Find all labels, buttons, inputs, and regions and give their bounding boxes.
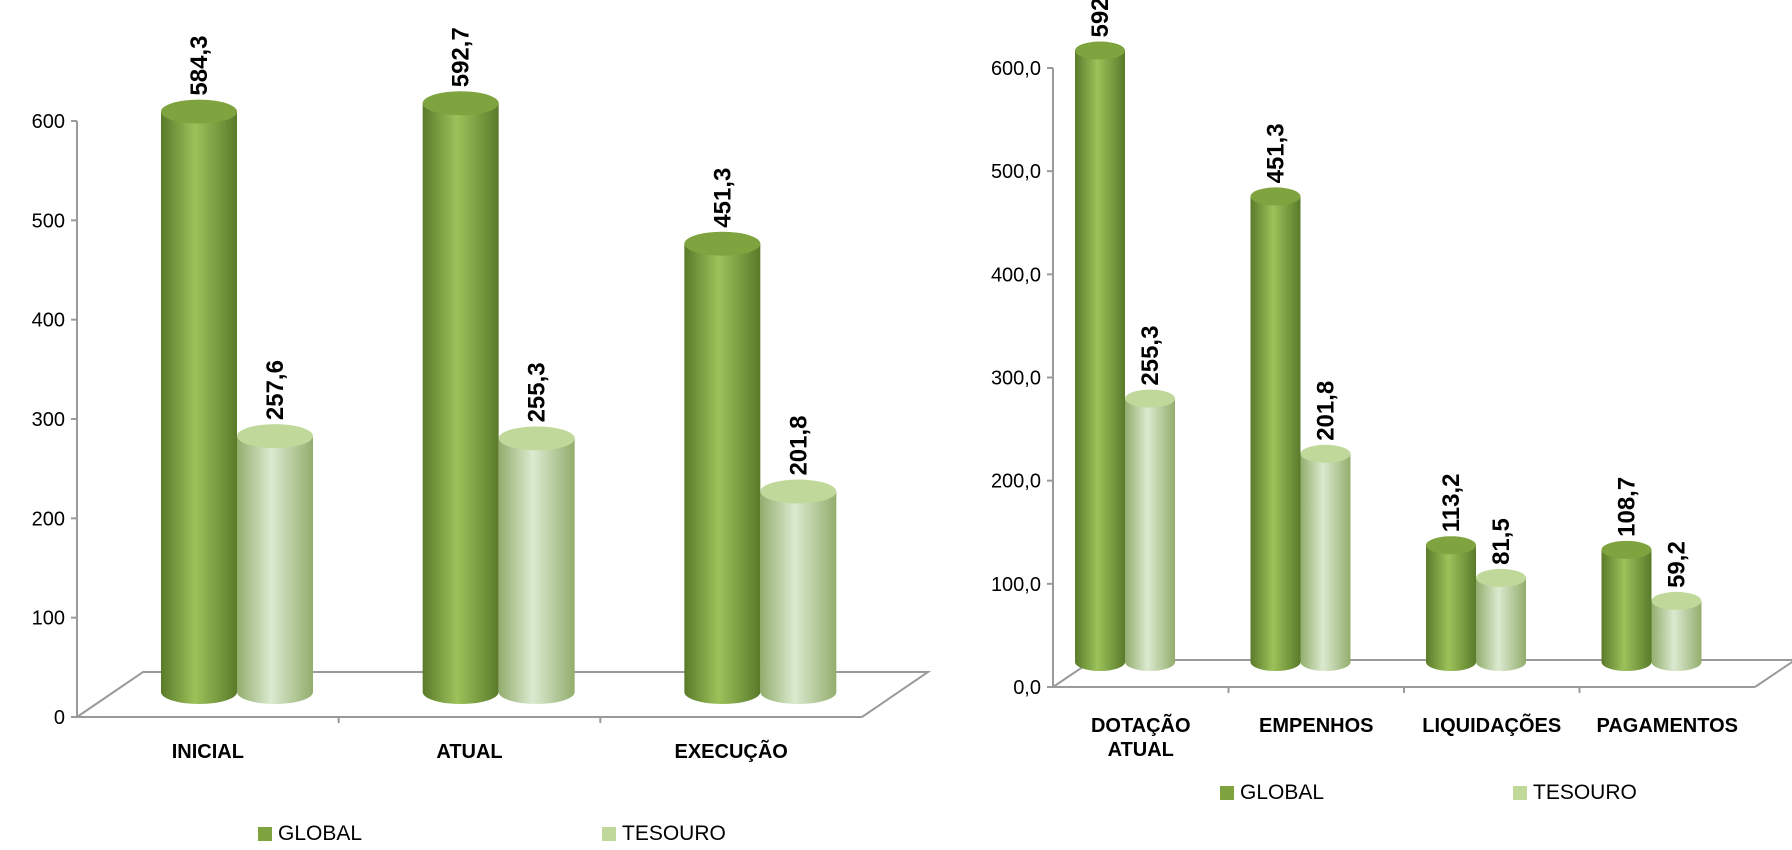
- left-category-label: ATUAL: [436, 741, 502, 763]
- right-global-bar: [1250, 187, 1301, 672]
- left-category-label: EXECUÇÃO: [674, 740, 787, 763]
- right-data-label: 59,2: [1664, 541, 1691, 588]
- right-legend-global-swatch: [1220, 786, 1234, 800]
- left-data-label: 451,3: [709, 168, 736, 228]
- right-legend-tesouro-swatch: [1513, 786, 1527, 800]
- left-global-bar: [422, 91, 499, 704]
- left-data-label: 257,6: [262, 360, 289, 420]
- left-legend-tesouro-label: TESOURO: [622, 822, 726, 845]
- left-global-bar: [161, 99, 237, 704]
- left-data-label: 201,8: [785, 415, 812, 475]
- right-data-label: 201,8: [1313, 381, 1340, 441]
- right-y-tick-label: 600,0: [991, 58, 1041, 80]
- right-data-label: 451,3: [1263, 123, 1290, 183]
- left-y-tick-label: 600: [32, 111, 65, 133]
- right-global-bar: [1426, 536, 1476, 671]
- left-legend-global-swatch: [258, 827, 272, 841]
- left-data-label: 592,7: [448, 27, 475, 87]
- right-category-label: ATUAL: [1108, 739, 1174, 761]
- right-data-label: 255,3: [1137, 326, 1164, 386]
- left-global-bar: [684, 231, 761, 704]
- right-category-label: DOTAÇÃO: [1091, 714, 1191, 737]
- right-legend-global-label: GLOBAL: [1240, 781, 1324, 804]
- right-y-tick-label: 0,0: [1013, 677, 1041, 699]
- left-chart: 0 100 200 300 400 500 600 584,3 257,6 INICIAL 592,…: [32, 27, 932, 845]
- left-y-tick-label: 0: [54, 707, 65, 729]
- right-y-tick-label: 100,0: [991, 574, 1041, 596]
- left-y-tick-label: 500: [32, 210, 65, 232]
- left-tesouro-bar: [237, 424, 313, 704]
- left-data-label: 255,3: [524, 362, 551, 422]
- left-tesouro-bar: [760, 479, 837, 704]
- right-data-label: 592,7: [1087, 0, 1114, 38]
- right-tesouro-bar: [1125, 389, 1175, 671]
- left-legend-global-label: GLOBAL: [278, 822, 362, 845]
- right-y-tick-label: 300,0: [991, 368, 1041, 390]
- left-legend-tesouro-swatch: [602, 827, 616, 841]
- right-tesouro-bar: [1300, 444, 1351, 671]
- right-legend-tesouro-label: TESOURO: [1533, 781, 1637, 804]
- right-global-bar: [1601, 540, 1652, 671]
- left-tesouro-bar: [498, 426, 575, 704]
- right-global-bar: [1075, 41, 1125, 671]
- right-category-label: EMPENHOS: [1259, 715, 1373, 737]
- left-y-tick-label: 100: [32, 608, 65, 630]
- right-chart: 0,0 100,0 200,0 300,0 400,0 500,0 600,0 592,7 25…: [991, 0, 1792, 804]
- left-y-tick-label: 200: [32, 508, 65, 530]
- right-data-label: 113,2: [1438, 473, 1465, 532]
- left-y-tick-label: 400: [32, 310, 65, 332]
- left-category-label: INICIAL: [172, 741, 244, 763]
- right-category-label: PAGAMENTOS: [1597, 715, 1739, 737]
- left-y-tick-label: 300: [32, 409, 65, 431]
- right-y-tick-label: 400,0: [991, 264, 1041, 286]
- right-data-label: 81,5: [1488, 518, 1515, 565]
- right-tesouro-bar: [1476, 568, 1526, 671]
- right-y-tick-label: 500,0: [991, 161, 1041, 183]
- right-data-label: 108,7: [1614, 477, 1641, 537]
- right-category-label: LIQUIDAÇÕES: [1422, 713, 1561, 737]
- left-data-label: 584,3: [186, 36, 213, 96]
- right-y-tick-label: 200,0: [991, 471, 1041, 493]
- right-tesouro-bar: [1651, 591, 1702, 671]
